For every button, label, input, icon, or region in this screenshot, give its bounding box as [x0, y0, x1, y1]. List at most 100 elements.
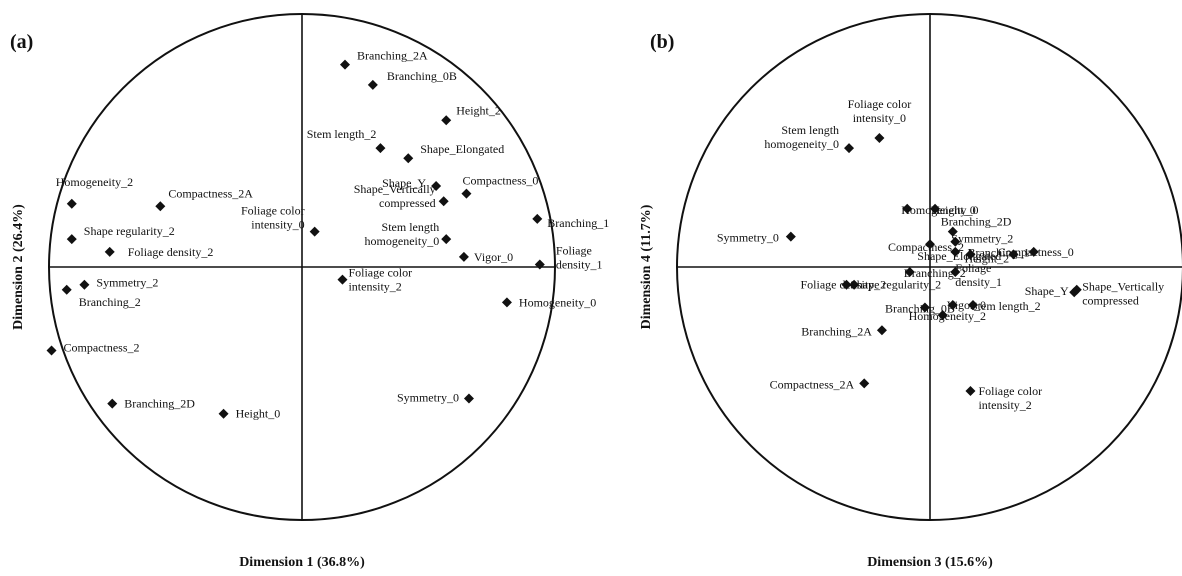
panel-label: (b): [650, 31, 674, 53]
point-label: Vigor_0: [474, 250, 513, 264]
point-label: Stem length homogeneity_0: [365, 220, 440, 248]
point-branching-1: Branching_1: [967, 245, 1029, 260]
point-stem-length-homogeneity-0: Stem length homogeneity_0: [764, 123, 855, 154]
point-stem-length-2: Stem length_2: [307, 127, 386, 154]
point-label: Branching_0B: [885, 301, 955, 315]
point-stem-length-2: Stem length_2: [968, 299, 1041, 313]
point-label: Symmetry_2: [951, 232, 1013, 246]
point-marker: [431, 181, 442, 192]
point-foliage-color-intensity-2: Foliage color intensity_2: [337, 266, 412, 294]
point-label: Compactness_2A: [168, 186, 253, 200]
point-compactness-0: Compactness_0: [461, 174, 538, 199]
point-label: Symmetry_0: [717, 231, 779, 245]
point-marker: [337, 274, 348, 285]
point-label: Compactness_0: [462, 174, 538, 188]
point-marker: [950, 246, 961, 257]
point-label: Vigor_0: [947, 298, 986, 312]
point-marker: [965, 249, 976, 260]
point-marker: [155, 201, 166, 212]
point-homogeneity-0: Homogeneity_0: [501, 295, 596, 309]
point-marker: [501, 297, 512, 308]
point-label: Branching_2: [79, 295, 141, 309]
point-label: Shape_Vertically compressed: [1082, 279, 1164, 307]
point-label: Shape_Elongated: [420, 142, 504, 156]
point-compactness-2: Compactness_2: [46, 340, 140, 356]
point-branching-0b: Branching_0B: [885, 301, 955, 315]
point-foliage-density-2: Foliage density_2: [801, 278, 887, 292]
point-label: Shape_Elongated: [917, 249, 1001, 263]
point-branching-2: Branching_2: [61, 284, 141, 309]
point-symmetry-0: Symmetry_0: [397, 391, 474, 405]
point-label: Branching_2: [904, 266, 966, 280]
point-marker: [61, 284, 72, 295]
point-marker: [107, 398, 118, 409]
point-label: Shape_Y: [1025, 284, 1069, 298]
y-axis-label: Dimension 2 (26.4%): [11, 204, 26, 330]
point-label: Shape_Vertically compressed: [354, 182, 436, 210]
point-marker: [367, 79, 378, 90]
point-branching-2: Branching_2: [904, 266, 966, 280]
point-marker: [785, 231, 796, 242]
point-label: Homogeneity_0: [901, 203, 978, 217]
point-shape-elongated: Shape_Elongated: [917, 246, 1001, 263]
point-label: Height_0: [236, 407, 281, 421]
panel-b: (b) Dimension 3 (15.6%) Dimension 4 (11.…: [639, 13, 1182, 570]
point-label: Branching_2A: [801, 324, 872, 338]
plot-frame: [48, 13, 556, 521]
point-marker: [902, 203, 913, 214]
point-label: Homogeneity_2: [909, 309, 986, 323]
point-label: Foliage density_1: [556, 243, 603, 271]
point-homogeneity-2: Homogeneity_2: [56, 175, 133, 209]
y-axis-label: Dimension 4 (11.7%): [639, 204, 654, 329]
point-label: Height_0: [931, 203, 976, 217]
point-marker: [874, 132, 885, 143]
point-marker: [844, 143, 855, 154]
point-label: Foliage density_1: [955, 261, 1002, 289]
point-marker: [403, 153, 414, 164]
point-marker: [925, 239, 935, 250]
point-marker: [375, 143, 386, 154]
point-marker: [534, 259, 545, 270]
point-label: Shape regularity_2: [850, 278, 941, 292]
point-label: Foliage color intensity_2: [978, 384, 1042, 412]
point-shape-y: Shape_Y: [1025, 284, 1082, 298]
point-branching-2d: Branching_2D: [941, 215, 1012, 237]
point-marker: [937, 310, 948, 321]
point-marker: [66, 234, 77, 245]
point-marker: [849, 279, 860, 290]
point-shape-elongated: Shape_Elongated: [403, 142, 504, 164]
point-branching-0b: Branching_0B: [367, 69, 457, 90]
point-compactness-0: Compactness_0: [998, 245, 1074, 259]
point-homogeneity-2: Homogeneity_2: [909, 309, 986, 323]
point-compactness-2a: Compactness_2A: [155, 186, 253, 212]
point-compactness-2: Compactness_2: [888, 239, 964, 254]
point-marker: [950, 267, 961, 278]
point-label: Foliage density_2: [128, 245, 214, 259]
point-label: Height_2: [456, 103, 501, 117]
point-marker: [458, 251, 469, 262]
point-label: Branching_2A: [357, 49, 428, 63]
point-marker: [218, 408, 229, 419]
point-shape-y: Shape_Y: [382, 176, 442, 192]
point-foliage-density-1: Foliage density_1: [534, 243, 603, 271]
x-axis-label: Dimension 1 (36.8%): [239, 555, 365, 570]
point-label: Symmetry_2: [96, 276, 158, 290]
point-label: Stem length_2: [971, 299, 1041, 313]
point-symmetry-2: Symmetry_2: [79, 276, 158, 290]
point-marker: [104, 246, 115, 257]
point-compactness-2a: Compactness_2A: [770, 377, 870, 391]
point-marker: [841, 279, 852, 290]
point-shape-vertically-compressed: Shape_Vertically compressed: [1069, 279, 1164, 307]
point-vigor-0: Vigor_0: [947, 298, 986, 312]
point-marker: [46, 345, 57, 356]
point-label: Compactness_2: [888, 240, 964, 254]
point-label: Symmetry_0: [397, 391, 459, 405]
plot-frame: [676, 13, 1182, 521]
point-marker: [1028, 246, 1039, 257]
point-label: Foliage color intensity_0: [241, 204, 305, 232]
point-height-0: Height_0: [218, 407, 281, 421]
point-label: Homogeneity_0: [519, 295, 596, 309]
point-marker: [859, 378, 870, 389]
point-shape-regularity-2: Shape regularity_2: [66, 224, 175, 245]
